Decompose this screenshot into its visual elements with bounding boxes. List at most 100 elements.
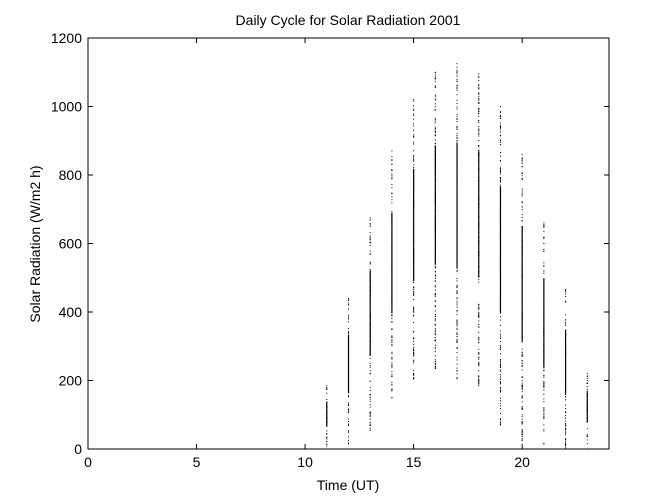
data-point xyxy=(499,312,501,314)
data-point xyxy=(434,255,436,257)
data-point xyxy=(413,359,415,361)
data-point xyxy=(499,140,501,142)
data-point xyxy=(521,422,523,424)
data-point xyxy=(413,294,415,296)
data-point xyxy=(456,73,458,75)
data-point xyxy=(348,421,349,423)
data-point xyxy=(391,311,393,313)
data-point xyxy=(499,196,501,198)
data-point xyxy=(456,224,458,226)
data-point xyxy=(434,300,436,302)
data-point xyxy=(565,355,567,357)
data-point xyxy=(434,329,436,331)
data-point xyxy=(456,373,458,375)
data-point xyxy=(456,195,458,197)
data-point xyxy=(543,412,545,414)
data-point xyxy=(586,436,588,438)
data-point xyxy=(434,221,436,223)
data-point xyxy=(391,335,393,337)
data-point xyxy=(543,384,545,386)
data-point xyxy=(586,390,588,392)
data-point xyxy=(543,376,545,378)
data-point xyxy=(348,335,349,337)
data-point xyxy=(586,439,588,441)
data-point xyxy=(456,367,458,369)
data-point xyxy=(456,306,458,308)
data-point xyxy=(565,321,567,323)
data-point xyxy=(369,270,371,272)
data-point xyxy=(499,413,501,415)
data-point xyxy=(348,424,349,426)
data-point xyxy=(478,307,480,309)
data-point xyxy=(369,354,371,356)
data-point xyxy=(521,263,523,265)
data-point xyxy=(348,418,349,420)
data-point xyxy=(456,356,458,358)
data-point xyxy=(391,271,393,273)
data-point xyxy=(499,131,501,133)
data-point xyxy=(478,363,480,365)
data-point xyxy=(434,339,436,341)
data-point xyxy=(369,302,371,304)
data-point xyxy=(413,229,415,231)
data-point xyxy=(543,306,545,308)
data-point xyxy=(586,378,588,380)
data-point xyxy=(413,248,415,250)
data-point xyxy=(369,336,371,338)
data-point xyxy=(369,238,371,240)
data-point xyxy=(543,339,545,341)
data-point xyxy=(499,369,501,371)
data-point xyxy=(413,344,415,346)
data-point xyxy=(434,324,436,326)
data-point xyxy=(456,219,458,221)
data-point xyxy=(543,393,545,395)
data-point xyxy=(499,181,501,183)
data-point xyxy=(434,81,436,83)
data-point xyxy=(478,132,480,134)
data-point xyxy=(434,350,436,352)
data-point xyxy=(434,200,436,202)
data-point xyxy=(456,147,458,149)
data-point xyxy=(565,314,567,316)
data-point xyxy=(499,381,501,383)
data-point xyxy=(521,201,523,203)
data-point xyxy=(478,189,480,191)
data-point xyxy=(521,365,523,367)
data-point xyxy=(565,411,567,413)
data-point xyxy=(434,156,436,158)
data-point xyxy=(543,401,545,403)
data-point xyxy=(499,213,501,215)
data-point xyxy=(499,169,501,171)
data-point xyxy=(478,98,480,100)
data-point xyxy=(413,190,415,192)
data-point xyxy=(369,235,371,237)
data-point xyxy=(478,149,480,151)
data-point xyxy=(348,314,349,316)
data-point xyxy=(586,379,588,381)
data-point xyxy=(434,320,436,322)
data-point xyxy=(413,180,415,182)
data-point xyxy=(499,307,501,309)
data-point xyxy=(413,188,415,190)
data-point xyxy=(413,218,415,220)
data-point xyxy=(565,347,567,349)
data-point xyxy=(456,280,458,282)
data-point xyxy=(413,113,415,115)
x-tick-label: 10 xyxy=(297,454,313,470)
data-point xyxy=(434,296,436,298)
data-point xyxy=(434,78,436,80)
data-point xyxy=(499,261,501,263)
data-point xyxy=(434,228,436,230)
data-point xyxy=(586,403,588,405)
data-point xyxy=(348,409,349,411)
data-point xyxy=(369,418,371,420)
data-point xyxy=(521,320,523,322)
data-point xyxy=(565,346,567,348)
data-point xyxy=(543,366,545,368)
data-point xyxy=(499,126,501,128)
data-point xyxy=(543,335,545,337)
data-point xyxy=(543,363,545,365)
data-point xyxy=(413,306,415,308)
data-point xyxy=(413,251,415,253)
data-point xyxy=(434,328,436,330)
